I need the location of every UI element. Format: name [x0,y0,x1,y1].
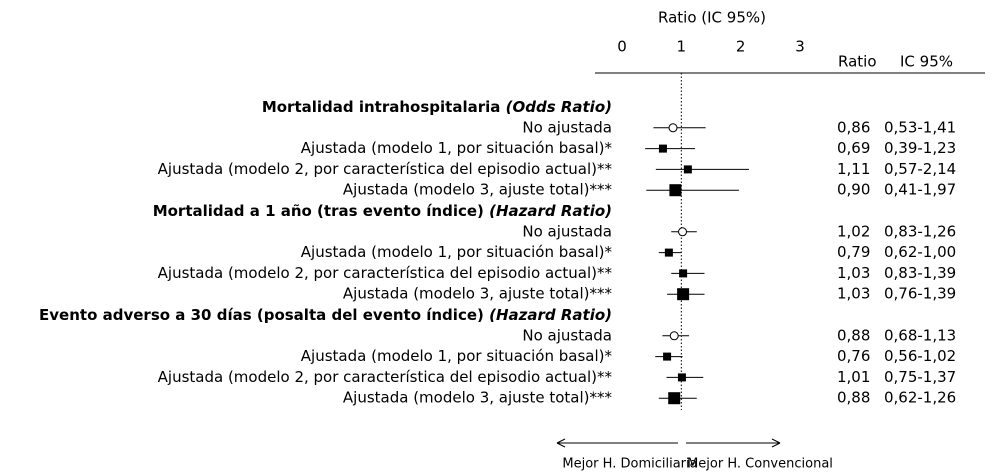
value-label: 0,88 [837,389,870,407]
point-marker [669,331,679,341]
ci-label: 0,68-1,13 [884,326,956,344]
x-tick-label: 2 [736,38,746,56]
ci-label: 0,75-1,37 [884,368,956,386]
row-label: Ajustada (modelo 3, ajuste total)*** [343,389,613,407]
value-label: 0,88 [837,326,870,344]
axis-title: Ratio (IC 95%) [658,9,766,27]
point-marker [679,269,688,278]
point-marker [668,123,678,133]
value-label: 1,02 [837,222,870,240]
point-marker [668,392,681,405]
point-marker [663,352,672,361]
arrow-head [771,438,781,448]
value-label: 1,11 [837,160,870,178]
section-title-text: Evento adverso a 30 días (posalta del ev… [39,306,484,324]
row-label: Ajustada (modelo 2, por característica d… [158,264,613,282]
value-label: 0,79 [837,243,870,261]
value-label: 1,03 [837,264,870,282]
section-title-text: Mortalidad intrahospitalaria [262,98,501,116]
section-title-note: (Odds Ratio) [506,98,612,116]
section-title-note: (Hazard Ratio) [489,306,612,324]
arrow-label: Mejor H. Domiciliaria [562,457,697,472]
value-label: 1,03 [837,285,870,303]
ci-label: 0,56-1,02 [884,347,956,365]
point-marker [669,184,682,197]
ci-label: 0,57-2,14 [884,160,956,178]
point-marker [677,288,690,301]
point-marker [677,373,686,382]
section-title: Evento adverso a 30 días (posalta del ev… [39,306,612,324]
column-header: Ratio [838,53,877,71]
section-title-text: Mortalidad a 1 año (tras evento índice) [153,202,484,220]
row-label: No ajustada [522,118,612,136]
row-label: Ajustada (modelo 1, por situación basal)… [301,243,613,261]
ci-label: 0,83-1,39 [884,264,956,282]
row-label: Ajustada (modelo 2, por característica d… [158,368,613,386]
value-label: 0,90 [837,181,870,199]
ci-label: 0,62-1,26 [884,389,956,407]
row-label: Ajustada (modelo 2, por característica d… [158,160,613,178]
ci-label: 0,83-1,26 [884,222,956,240]
row-label: Ajustada (modelo 1, por situación basal)… [301,139,613,157]
section-title-note: (Hazard Ratio) [489,202,612,220]
row-label: Ajustada (modelo 3, ajuste total)*** [343,181,613,199]
x-tick-label: 0 [617,38,627,56]
column-header: IC 95% [900,53,953,71]
point-marker [658,144,667,153]
x-tick-label: 1 [677,38,687,56]
point-marker [664,248,673,257]
row-label: Ajustada (modelo 3, ajuste total)*** [343,285,613,303]
ci-label: 0,39-1,23 [884,139,956,157]
ci-label: 0,53-1,41 [884,118,956,136]
point-marker [683,165,692,174]
value-label: 0,69 [837,139,870,157]
arrow-label: Mejor H. Convencional [687,457,833,472]
row-label: No ajustada [522,222,612,240]
ci-label: 0,76-1,39 [884,285,956,303]
arrow-head [556,438,566,448]
point-marker [678,227,688,237]
ci-label: 0,41-1,97 [884,181,956,199]
section-title: Mortalidad intrahospitalaria (Odds Ratio… [262,98,612,116]
x-tick-label: 3 [795,38,805,56]
row-label: Ajustada (modelo 1, por situación basal)… [301,347,613,365]
section-title: Mortalidad a 1 año (tras evento índice) … [153,202,612,220]
ci-label: 0,62-1,00 [884,243,956,261]
value-label: 1,01 [837,368,870,386]
row-label: No ajustada [522,326,612,344]
value-label: 0,86 [837,118,870,136]
value-label: 0,76 [837,347,870,365]
